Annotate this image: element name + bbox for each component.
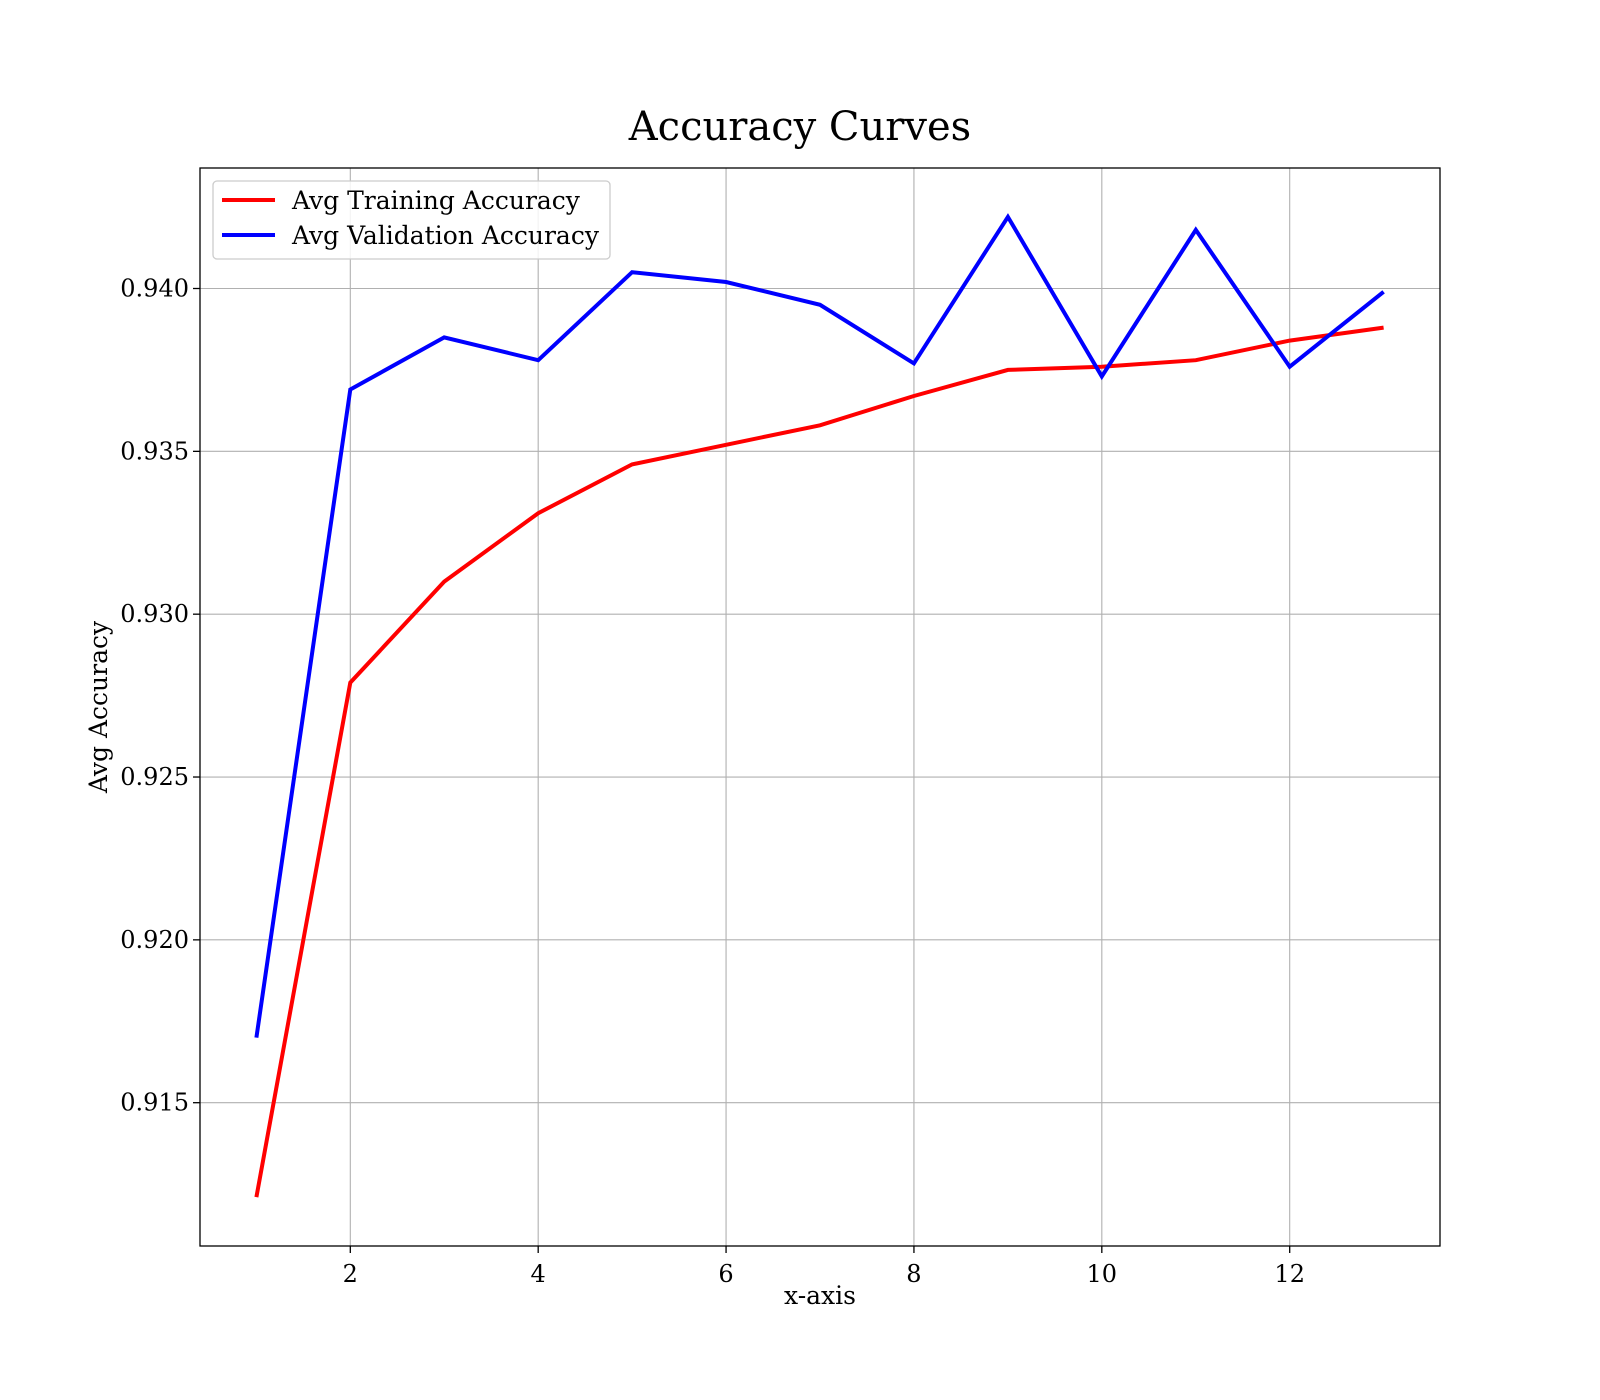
ticks: 2 4 6 8 10 12 0.915 0.920 0.925 0.930 0.935 0.940 bbox=[120, 275, 1305, 1288]
y-tick-label: 0.920 bbox=[120, 926, 189, 954]
chart-title: Accuracy Curves bbox=[628, 104, 971, 150]
y-axis-label: Avg Accuracy bbox=[84, 620, 113, 794]
legend-label-training: Avg Training Accuracy bbox=[291, 186, 581, 215]
series-line-validation bbox=[254, 213, 1385, 1038]
y-tick-label: 0.930 bbox=[120, 600, 189, 628]
legend-label-validation: Avg Validation Accuracy bbox=[291, 221, 600, 250]
series-line-training bbox=[254, 325, 1384, 1198]
x-tick-label: 12 bbox=[1274, 1260, 1305, 1288]
series-layer bbox=[254, 213, 1385, 1198]
y-tick-label: 0.915 bbox=[120, 1089, 189, 1117]
x-tick-label: 8 bbox=[906, 1260, 921, 1288]
x-tick-label: 4 bbox=[531, 1260, 546, 1288]
y-tick-label: 0.935 bbox=[120, 437, 189, 465]
x-axis-label: x-axis bbox=[784, 1281, 856, 1310]
y-tick-label: 0.940 bbox=[120, 275, 189, 303]
x-tick-label: 10 bbox=[1087, 1260, 1118, 1288]
plot-frame bbox=[199, 167, 1441, 1247]
x-tick-label: 6 bbox=[718, 1260, 733, 1288]
grid bbox=[200, 168, 1440, 1246]
x-tick-label: 2 bbox=[343, 1260, 358, 1288]
legend-box bbox=[212, 180, 611, 260]
y-tick-label: 0.925 bbox=[120, 763, 189, 791]
legend: Avg Training Accuracy Avg Validation Acc… bbox=[212, 180, 611, 260]
